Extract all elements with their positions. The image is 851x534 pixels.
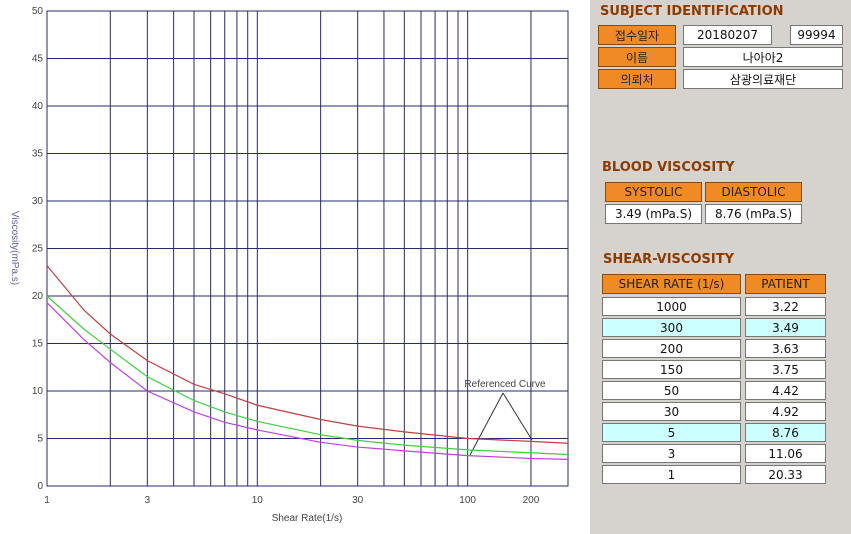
table-cell: 5 [602, 423, 741, 442]
x-tick-label: 200 [523, 495, 540, 506]
y-tick-label: 45 [32, 54, 44, 65]
curve [46, 295, 569, 456]
column-header: SHEAR RATE (1/s) [602, 274, 741, 294]
x-tick-label: 30 [352, 495, 364, 506]
y-tick-label: 30 [32, 196, 44, 207]
table-cell: 3.75 [745, 360, 826, 379]
y-tick-label: 35 [32, 149, 44, 160]
field-value: 나아아2 [683, 47, 843, 67]
field-value: 삼광의료재단 [683, 69, 843, 89]
column-header: SYSTOLIC [605, 182, 702, 202]
side-panel: SUBJECT IDENTIFICATION접수일자20180207-99994… [590, 0, 851, 534]
table-cell: 200 [602, 339, 741, 358]
y-tick-label: 15 [32, 339, 44, 350]
x-tick-label: 10 [252, 495, 264, 506]
x-tick-label: 100 [459, 495, 476, 506]
column-header: PATIENT [745, 274, 826, 294]
y-tick-label: 10 [32, 386, 44, 397]
y-tick-label: 5 [37, 434, 43, 445]
table-cell: 8.76 [745, 423, 826, 442]
table-cell: 4.92 [745, 402, 826, 421]
table-cell: 150 [602, 360, 741, 379]
table-cell: 300 [602, 318, 741, 337]
y-tick-label: 40 [32, 101, 44, 112]
y-axis-label: Viscosity(mPa.s) [9, 211, 20, 285]
y-tick-label: 20 [32, 291, 44, 302]
curve [46, 265, 569, 444]
annotation-pointer [502, 392, 533, 441]
y-tick-label: 50 [32, 6, 44, 17]
field-label: 접수일자 [598, 25, 676, 45]
x-tick-label: 1 [44, 495, 50, 506]
annotation-pointer [469, 392, 504, 456]
y-tick-label: 25 [32, 244, 44, 255]
field-label: 이름 [598, 47, 676, 67]
table-cell: 11.06 [745, 444, 826, 463]
chart: Shear Rate(1/s) Viscosity(mPa.s) Referen… [9, 6, 569, 524]
section-title: SHEAR-VISCOSITY [603, 252, 734, 267]
x-axis-label: Shear Rate(1/s) [272, 513, 343, 524]
table-cell: 3 [602, 444, 741, 463]
table-cell: 3.22 [745, 297, 826, 316]
value-cell: 8.76 (mPa.S) [705, 204, 802, 224]
table-cell: 1 [602, 465, 741, 484]
table-cell: 30 [602, 402, 741, 421]
table-cell: 3.49 [745, 318, 826, 337]
field-value: 20180207 [683, 25, 772, 45]
field-value: 99994 [790, 25, 843, 45]
section-title: BLOOD VISCOSITY [602, 160, 735, 175]
plot-frame [46, 10, 569, 487]
section-title: SUBJECT IDENTIFICATION [600, 4, 784, 19]
value-cell: 3.49 (mPa.S) [605, 204, 702, 224]
annotation: Referenced Curve [464, 379, 546, 390]
curve [46, 302, 569, 460]
table-cell: 4.42 [745, 381, 826, 400]
table-cell: 20.33 [745, 465, 826, 484]
table-cell: 1000 [602, 297, 741, 316]
column-header: DIASTOLIC [705, 182, 802, 202]
table-cell: 3.63 [745, 339, 826, 358]
field-label: 의뢰처 [598, 69, 676, 89]
table-cell: 50 [602, 381, 741, 400]
x-tick-label: 3 [145, 495, 151, 506]
y-tick-label: 0 [37, 481, 43, 492]
